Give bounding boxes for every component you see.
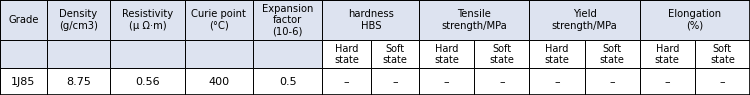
Bar: [419, 40, 474, 68]
Bar: [110, 0, 185, 40]
Bar: [0, 40, 46, 68]
Bar: [640, 68, 694, 95]
Bar: [0, 68, 46, 95]
Text: –: –: [609, 77, 615, 87]
Bar: [185, 68, 253, 95]
Text: hardness
HBS: hardness HBS: [348, 9, 394, 31]
Text: –: –: [719, 77, 725, 87]
Bar: [46, 68, 110, 95]
Text: –: –: [444, 77, 449, 87]
Text: –: –: [664, 77, 670, 87]
Text: Expansion
factor
(10-6): Expansion factor (10-6): [262, 4, 314, 36]
Text: 0.5: 0.5: [279, 77, 296, 87]
Bar: [185, 40, 253, 68]
Bar: [46, 0, 110, 40]
Text: –: –: [554, 77, 560, 87]
Bar: [185, 0, 253, 40]
Text: Resistivity
(μ Ω·m): Resistivity (μ Ω·m): [122, 9, 173, 31]
Text: –: –: [499, 77, 505, 87]
Text: Curie point
(°C): Curie point (°C): [191, 9, 246, 31]
Bar: [474, 40, 530, 68]
Text: Soft
state: Soft state: [710, 44, 735, 65]
Text: Soft
state: Soft state: [600, 44, 625, 65]
Bar: [253, 40, 322, 68]
Bar: [530, 68, 584, 95]
Bar: [530, 40, 584, 68]
Bar: [110, 40, 185, 68]
Bar: [530, 0, 640, 40]
Bar: [322, 68, 370, 95]
Bar: [0, 0, 46, 40]
Text: –: –: [344, 77, 350, 87]
Text: Hard
state: Hard state: [655, 44, 680, 65]
Bar: [584, 40, 640, 68]
Bar: [253, 68, 322, 95]
Text: Hard
state: Hard state: [434, 44, 459, 65]
Text: Density
(g/cm3): Density (g/cm3): [59, 9, 98, 31]
Text: Hard
state: Hard state: [544, 44, 569, 65]
Text: Hard
state: Hard state: [334, 44, 359, 65]
Text: 400: 400: [209, 77, 230, 87]
Text: 0.56: 0.56: [135, 77, 160, 87]
Text: –: –: [392, 77, 398, 87]
Bar: [640, 0, 750, 40]
Bar: [110, 68, 185, 95]
Text: Elongation
(%): Elongation (%): [668, 9, 722, 31]
Bar: [640, 40, 694, 68]
Bar: [253, 0, 322, 40]
Bar: [322, 0, 419, 40]
Text: Soft
state: Soft state: [490, 44, 514, 65]
Text: Grade: Grade: [8, 15, 38, 25]
Bar: [46, 40, 110, 68]
Bar: [584, 68, 640, 95]
Bar: [370, 68, 419, 95]
Text: Yield
strength/MPa: Yield strength/MPa: [552, 9, 617, 31]
Bar: [370, 40, 419, 68]
Bar: [694, 40, 750, 68]
Text: 8.75: 8.75: [66, 77, 91, 87]
Bar: [694, 68, 750, 95]
Bar: [474, 68, 530, 95]
Bar: [419, 68, 474, 95]
Text: 1J85: 1J85: [11, 77, 35, 87]
Bar: [419, 0, 530, 40]
Text: Soft
state: Soft state: [382, 44, 407, 65]
Bar: [322, 40, 370, 68]
Text: Tensile
strength/MPa: Tensile strength/MPa: [442, 9, 507, 31]
